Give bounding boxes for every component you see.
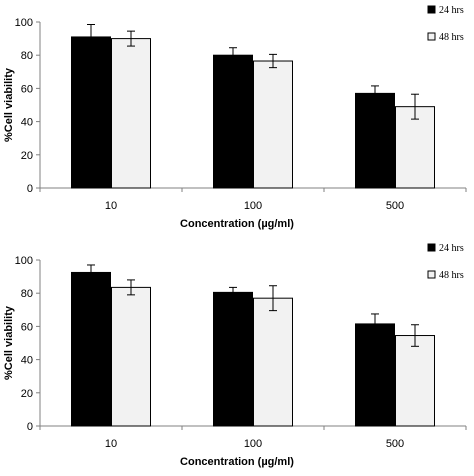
x-tick-label: 100 xyxy=(244,200,262,212)
y-tick-label: 0 xyxy=(27,421,33,433)
y-tick-label: 0 xyxy=(27,183,33,195)
y-tick-label: 40 xyxy=(21,117,33,129)
bar-48hrs-500 xyxy=(395,106,435,189)
bar-48hrs-500 xyxy=(395,335,435,427)
legend-swatch xyxy=(427,32,436,41)
bar-24hrs-500 xyxy=(355,323,395,427)
x-tick-label: 10 xyxy=(105,438,117,450)
y-tick-label: 80 xyxy=(21,50,33,62)
legend-swatch xyxy=(427,243,436,252)
y-tick-label: 100 xyxy=(15,17,33,29)
legend-swatch xyxy=(427,5,436,14)
bar-24hrs-100 xyxy=(213,54,253,189)
y-tick-label: 80 xyxy=(21,288,33,300)
bar-48hrs-10 xyxy=(111,286,151,427)
y-axis-title: %Cell viability xyxy=(3,305,15,380)
y-tick-label: 100 xyxy=(15,255,33,267)
x-tick-label: 500 xyxy=(386,200,404,212)
x-tick-label: 10 xyxy=(105,200,117,212)
bar-48hrs-100 xyxy=(253,60,293,189)
y-tick-label: 20 xyxy=(21,388,33,400)
x-tick-label: 100 xyxy=(244,438,262,450)
x-axis-title: Concentration (µg/ml) xyxy=(180,218,294,230)
y-tick-label: 20 xyxy=(21,150,33,162)
legend-label: 48 hrs xyxy=(439,270,464,281)
y-tick-label: 60 xyxy=(21,321,33,333)
legend-swatch xyxy=(427,270,436,279)
bar-24hrs-500 xyxy=(355,92,395,189)
y-axis-title: %Cell viability xyxy=(3,67,15,142)
bar-24hrs-10 xyxy=(71,271,111,427)
legend-label: 48 hrs xyxy=(439,32,464,43)
bar-24hrs-100 xyxy=(213,291,253,427)
x-tick-label: 500 xyxy=(386,438,404,450)
bar-48hrs-10 xyxy=(111,38,151,189)
bar-24hrs-10 xyxy=(71,36,111,189)
chart-bottom: 0 20 40 60 80 100 10 100 500 24 hrs 48 hrs Concentr… xyxy=(3,243,467,468)
legend-label: 24 hrs xyxy=(439,243,464,254)
x-axis-title: Concentration (µg/ml) xyxy=(180,456,294,468)
y-tick-label: 60 xyxy=(21,83,33,95)
legend-label: 24 hrs xyxy=(439,5,464,16)
bar-48hrs-100 xyxy=(253,297,293,427)
chart-top: 0 20 40 60 80 100 10 100 500 24 hrs 48 hrs Concentr… xyxy=(3,5,467,230)
y-tick-label: 40 xyxy=(21,355,33,367)
